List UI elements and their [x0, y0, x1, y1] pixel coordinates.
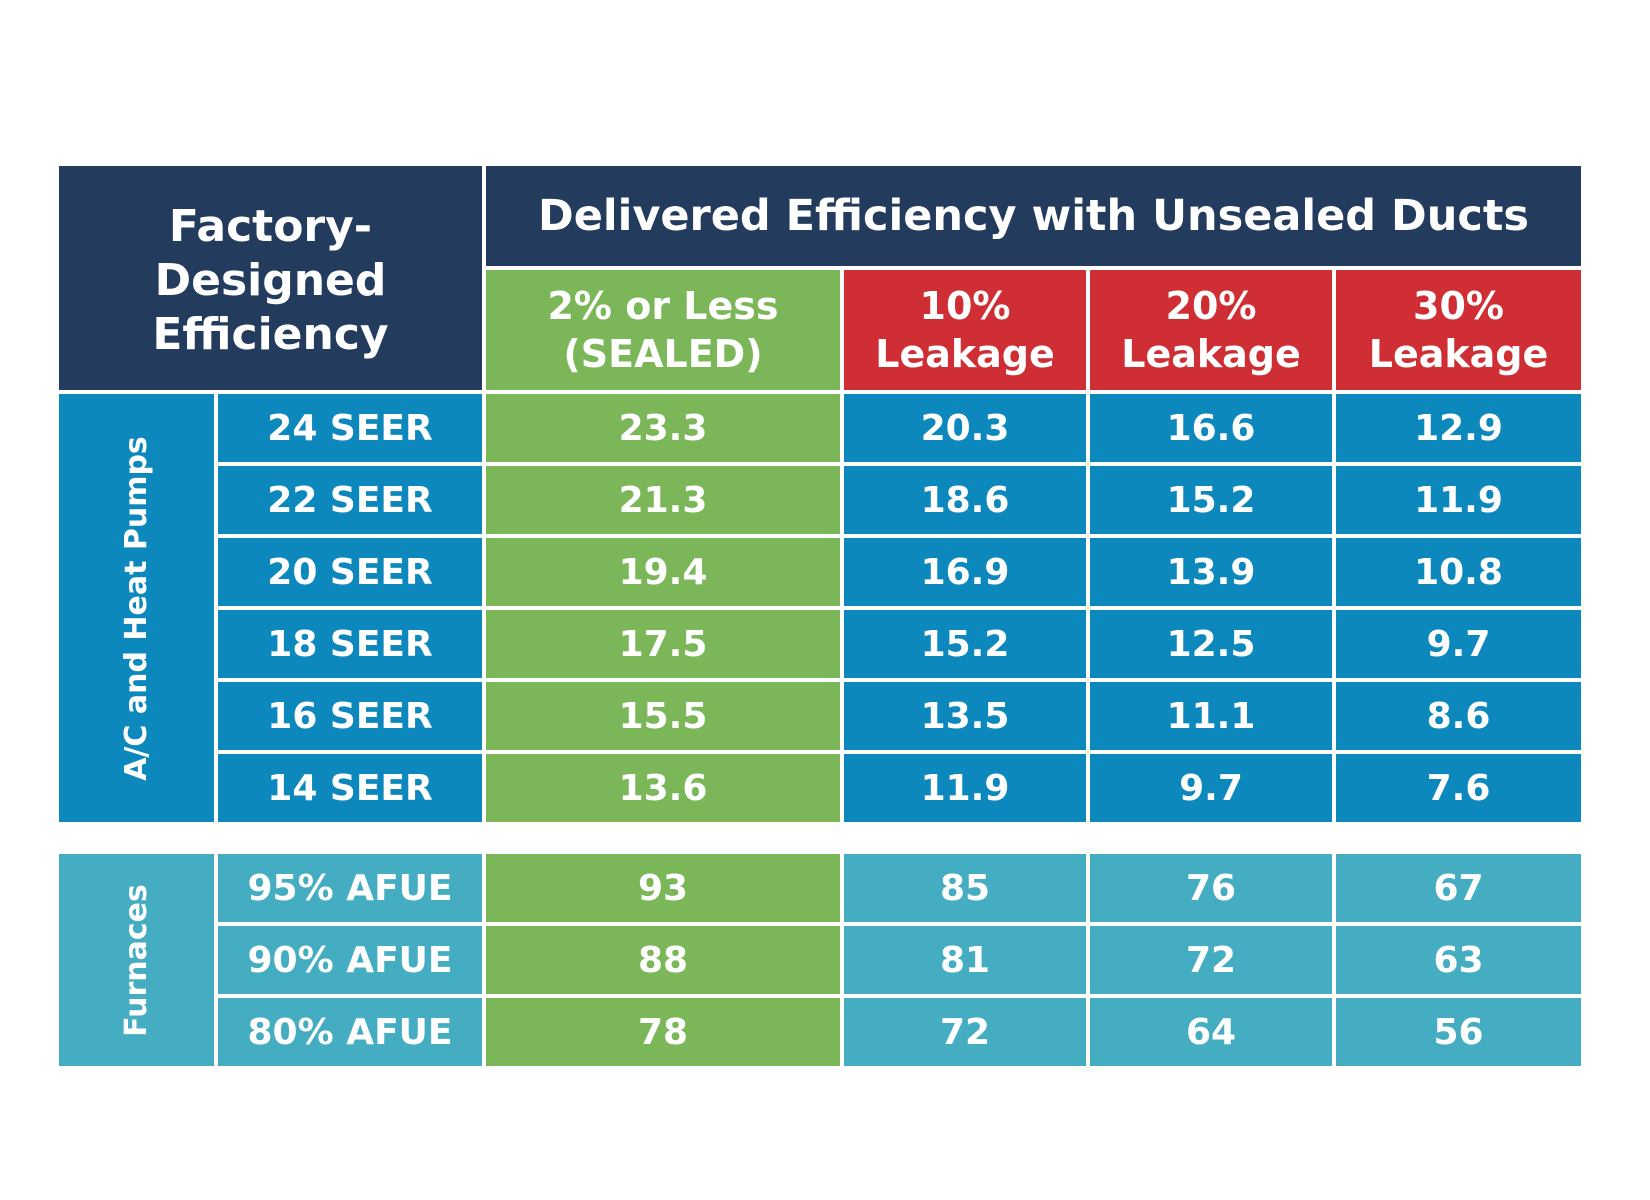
value-cell: 93	[486, 854, 840, 922]
row-label: 14 SEER	[218, 754, 482, 822]
group-label-ac-text: A/C and Heat Pumps	[119, 435, 155, 781]
column-header-30-leakage: 30% Leakage	[1336, 270, 1581, 390]
value-cell: 81	[844, 926, 1086, 994]
value-cell: 13.9	[1090, 538, 1332, 606]
row-label: 18 SEER	[218, 610, 482, 678]
value-cell: 12.5	[1090, 610, 1332, 678]
value-cell: 67	[1336, 854, 1581, 922]
group-separator	[59, 826, 1581, 850]
value-cell: 23.3	[486, 394, 840, 462]
delivered-efficiency-header: Delivered Efficiency with Unsealed Ducts	[486, 166, 1581, 266]
value-cell: 13.5	[844, 682, 1086, 750]
value-cell: 72	[844, 998, 1086, 1066]
row-label: 20 SEER	[218, 538, 482, 606]
group-label-furnaces-text: Furnaces	[119, 883, 154, 1037]
value-cell: 63	[1336, 926, 1581, 994]
group-label-furnaces: Furnaces	[59, 854, 214, 1066]
value-cell: 78	[486, 998, 840, 1066]
column-header-sealed: 2% or Less (SEALED)	[486, 270, 840, 390]
value-cell: 18.6	[844, 466, 1086, 534]
value-cell: 9.7	[1090, 754, 1332, 822]
value-cell: 72	[1090, 926, 1332, 994]
column-header-20-leakage: 20% Leakage	[1090, 270, 1332, 390]
row-label: 80% AFUE	[218, 998, 482, 1066]
value-cell: 11.9	[844, 754, 1086, 822]
value-cell: 64	[1090, 998, 1332, 1066]
efficiency-table: Factory- Designed Efficiency Delivered E…	[59, 166, 1581, 1066]
value-cell: 13.6	[486, 754, 840, 822]
value-cell: 19.4	[486, 538, 840, 606]
value-cell: 85	[844, 854, 1086, 922]
value-cell: 17.5	[486, 610, 840, 678]
value-cell: 15.2	[844, 610, 1086, 678]
value-cell: 76	[1090, 854, 1332, 922]
value-cell: 88	[486, 926, 840, 994]
value-cell: 9.7	[1336, 610, 1581, 678]
value-cell: 56	[1336, 998, 1581, 1066]
value-cell: 16.9	[844, 538, 1086, 606]
value-cell: 8.6	[1336, 682, 1581, 750]
value-cell: 11.1	[1090, 682, 1332, 750]
group-label-ac-heat-pumps: A/C and Heat Pumps	[59, 394, 214, 822]
value-cell: 7.6	[1336, 754, 1581, 822]
value-cell: 11.9	[1336, 466, 1581, 534]
value-cell: 10.8	[1336, 538, 1581, 606]
factory-efficiency-header: Factory- Designed Efficiency	[59, 166, 482, 390]
value-cell: 20.3	[844, 394, 1086, 462]
row-label: 90% AFUE	[218, 926, 482, 994]
row-label: 95% AFUE	[218, 854, 482, 922]
value-cell: 15.2	[1090, 466, 1332, 534]
row-label: 24 SEER	[218, 394, 482, 462]
value-cell: 15.5	[486, 682, 840, 750]
row-label: 16 SEER	[218, 682, 482, 750]
value-cell: 12.9	[1336, 394, 1581, 462]
column-header-10-leakage: 10% Leakage	[844, 270, 1086, 390]
row-label: 22 SEER	[218, 466, 482, 534]
value-cell: 16.6	[1090, 394, 1332, 462]
value-cell: 21.3	[486, 466, 840, 534]
